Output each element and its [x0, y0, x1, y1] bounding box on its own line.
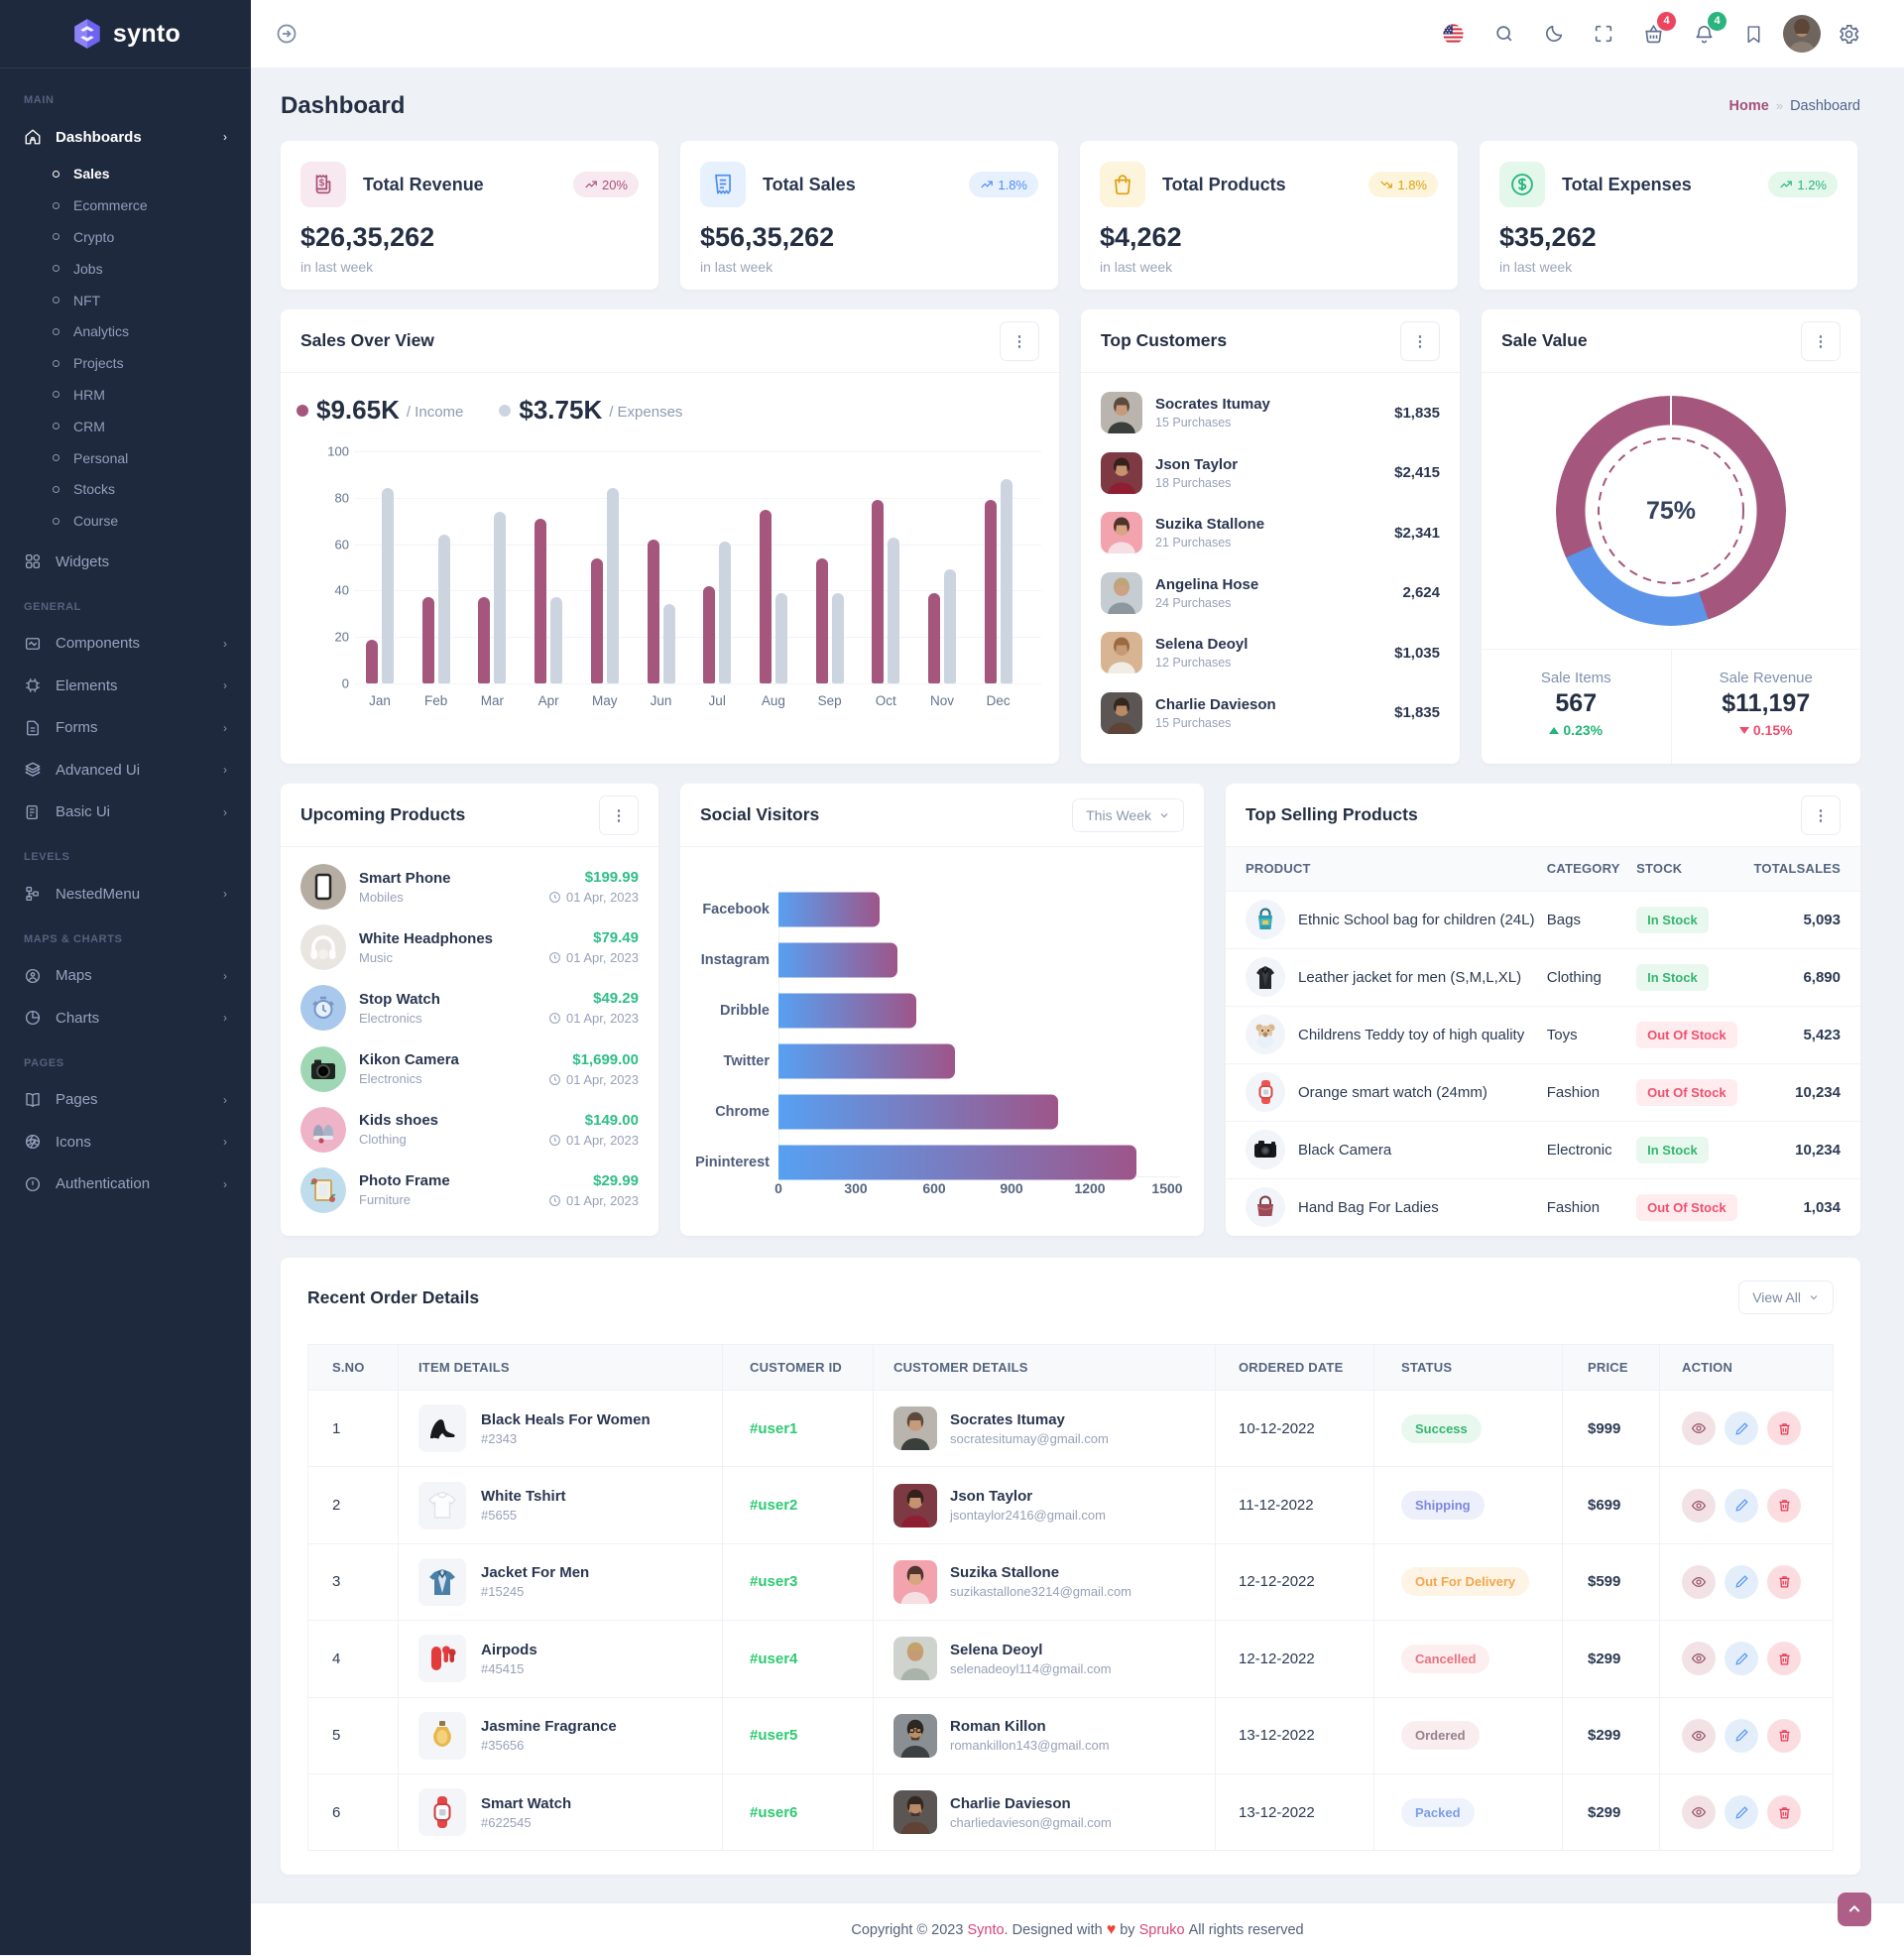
- svg-text:$: $: [319, 179, 325, 189]
